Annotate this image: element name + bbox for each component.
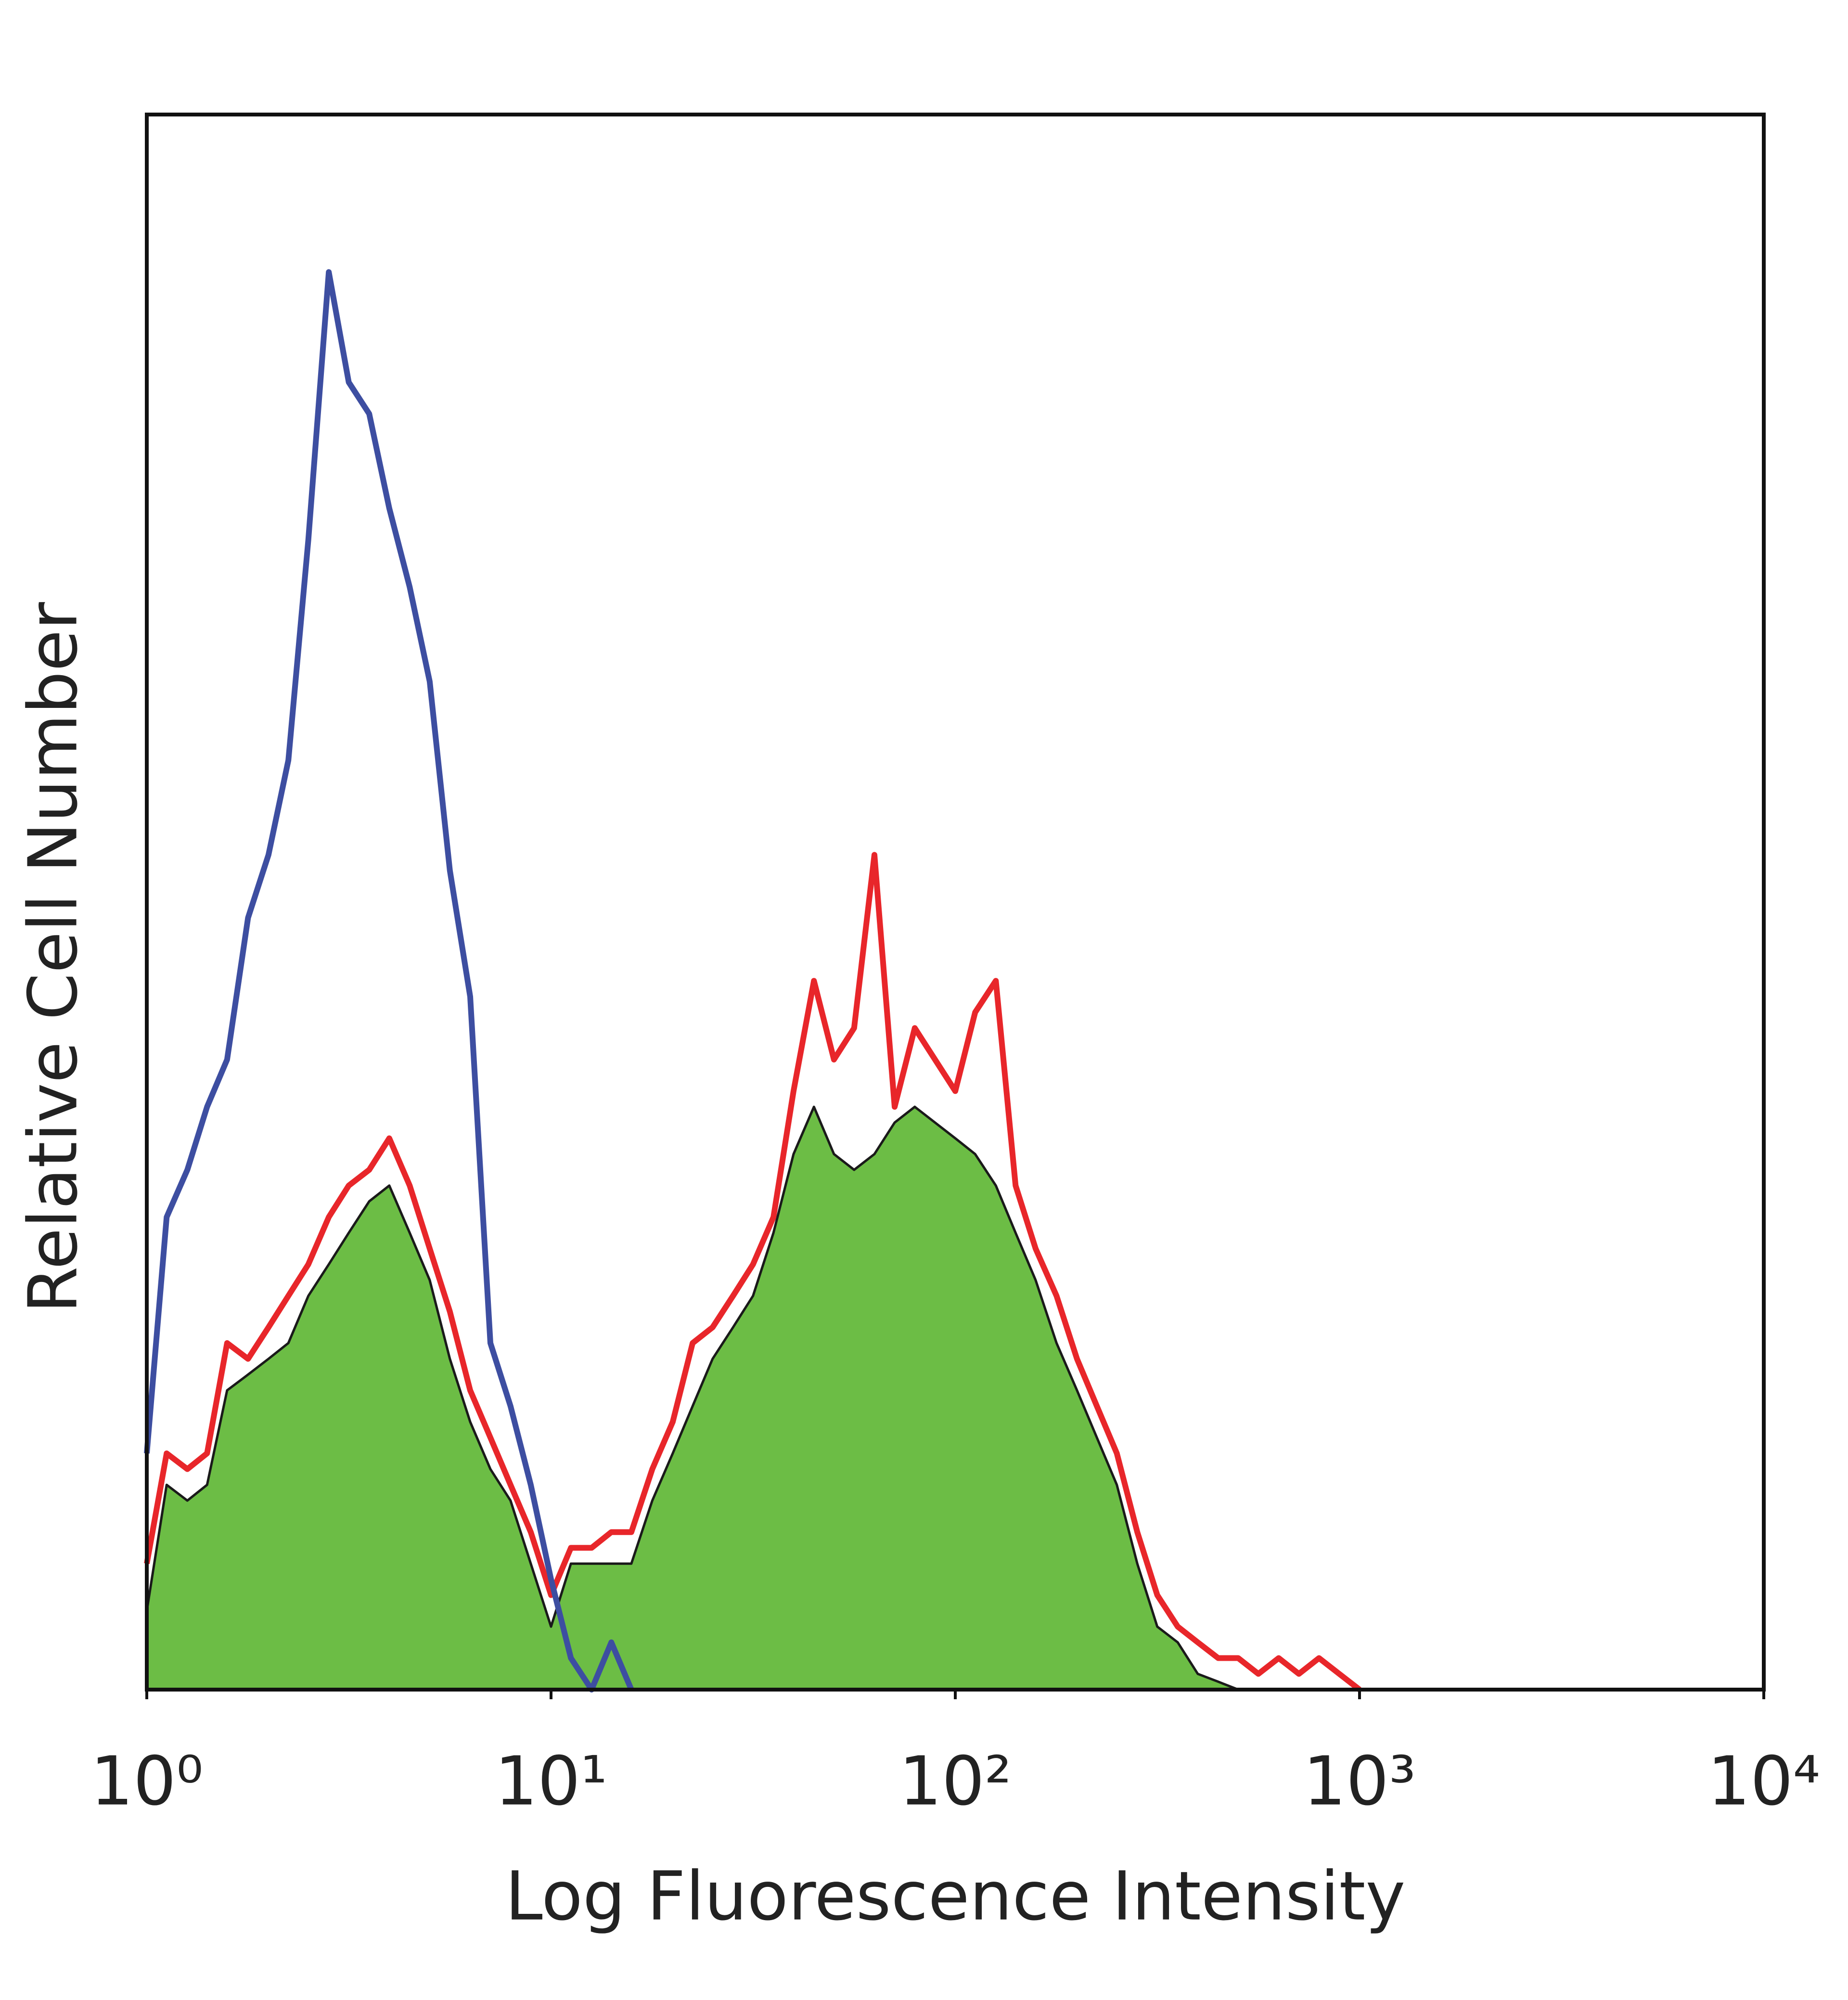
plot-frame: [145, 113, 1766, 1692]
line: [144, 852, 1361, 1692]
x-tick-label: 10⁰: [90, 1743, 203, 1821]
x-tick-label: 10⁴: [1707, 1743, 1820, 1821]
area: [145, 1105, 1361, 1691]
x-axis-label: Log Fluorescence Intensity: [505, 1858, 1406, 1936]
line: [144, 269, 634, 1692]
y-axis-label: Relative Cell Number: [14, 602, 93, 1313]
x-tick-label: 10¹: [495, 1743, 607, 1821]
x-tick-label: 10²: [899, 1743, 1012, 1821]
x-tick-label: 10³: [1303, 1743, 1416, 1821]
